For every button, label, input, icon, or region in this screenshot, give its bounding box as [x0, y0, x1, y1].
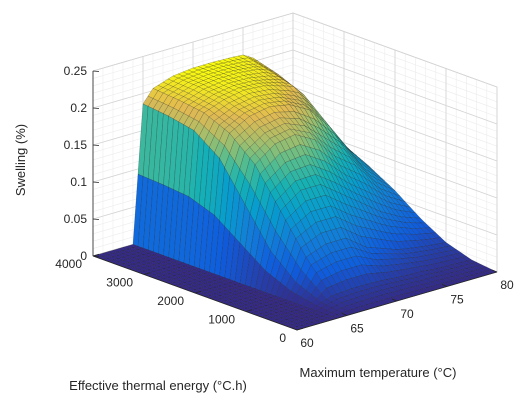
y-tick [143, 272, 151, 275]
tick-layer: 0 0.05 0.1 0.15 0.2 0.25 0 1000 2000 3000 4000 60 65… [55, 64, 514, 350]
y-tick-label: 2000 [157, 294, 184, 308]
x-tick-label: 60 [300, 336, 314, 350]
x-tick-label: 65 [350, 322, 364, 336]
x-tick [441, 284, 448, 287]
y-tick-label: 0 [279, 331, 286, 345]
x-tick [341, 313, 348, 316]
z-tick [92, 70, 100, 72]
x-tick-label: 80 [500, 278, 514, 292]
y-tick [194, 290, 202, 294]
z-tick-label: 0.25 [64, 64, 88, 78]
x-axis-label: Maximum temperature (°C) [300, 365, 457, 380]
y-tick [92, 253, 100, 257]
z-tick [92, 181, 100, 183]
x-tick-label: 75 [450, 293, 464, 307]
y-tick-label: 1000 [208, 313, 235, 327]
x-tick-label: 70 [400, 307, 414, 321]
z-tick-label: 0.05 [64, 212, 88, 226]
surface-layer [92, 54, 498, 331]
z-tick [92, 218, 100, 220]
z-tick [92, 107, 100, 109]
y-axis-label: Effective thermal energy (°C.h) [69, 378, 247, 393]
z-tick-label: 0.15 [64, 138, 88, 152]
y-tick [296, 327, 304, 331]
z-tick [92, 144, 100, 146]
x-tick [491, 269, 498, 273]
y-tick-label: 3000 [106, 276, 133, 290]
x-tick [391, 298, 398, 302]
z-tick-label: 0 [80, 249, 87, 263]
z-axis-label: Swelling (%) [13, 124, 28, 196]
z-tick-label: 0.1 [70, 175, 87, 189]
z-tick-label: 0.2 [70, 101, 87, 115]
y-tick-label: 4000 [55, 257, 82, 271]
x-tick [291, 327, 298, 331]
y-tick [245, 309, 253, 312]
